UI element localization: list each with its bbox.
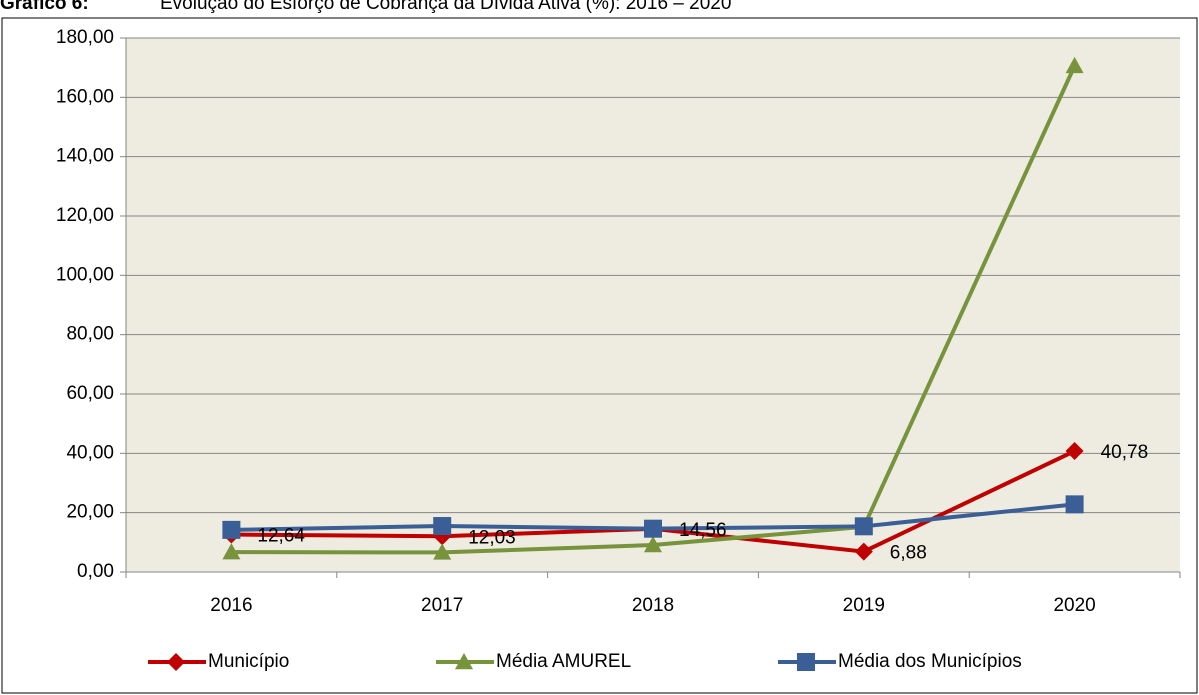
data-label: 40,78: [1101, 442, 1149, 463]
marker: [644, 519, 662, 538]
marker: [433, 543, 452, 560]
data-label: 12,03: [468, 527, 516, 548]
y-tick-label: 80,00: [66, 324, 114, 345]
marker: [1065, 442, 1084, 461]
x-tick-label: 2019: [843, 595, 885, 616]
marker: [167, 653, 185, 671]
marker: [1065, 56, 1084, 74]
marker: [797, 653, 815, 671]
marker: [854, 542, 873, 561]
plot-area: [126, 38, 1180, 572]
y-tick-label: 20,00: [66, 502, 114, 523]
chart-subtitle: Evolução do Esforço de Cobrança da Dívid…: [160, 0, 731, 14]
x-tick-label: 2020: [1053, 595, 1095, 616]
marker: [854, 517, 873, 536]
y-tick-label: 180,00: [56, 27, 114, 48]
marker: [222, 543, 241, 560]
x-tick-label: 2017: [421, 595, 463, 616]
marker: [433, 517, 452, 536]
legend-label: Média dos Municípios: [838, 651, 1022, 672]
data-label: 14,56: [679, 520, 727, 541]
marker: [222, 520, 241, 539]
x-tick-label: 2018: [632, 595, 674, 616]
marker: [455, 653, 473, 670]
data-label: 12,64: [257, 526, 305, 547]
y-tick-label: 100,00: [56, 264, 114, 285]
y-tick-label: 0,00: [77, 561, 114, 582]
y-tick-label: 40,00: [66, 442, 114, 463]
y-tick-label: 160,00: [56, 86, 114, 107]
x-tick-label: 2016: [210, 595, 252, 616]
legend-label: Município: [208, 651, 289, 672]
y-tick-label: 60,00: [66, 383, 114, 404]
y-tick-label: 140,00: [56, 146, 114, 167]
data-label: 6,88: [890, 543, 927, 564]
marker: [644, 536, 662, 553]
marker: [1065, 495, 1084, 514]
y-tick-label: 120,00: [56, 205, 114, 226]
legend-label: Média AMUREL: [496, 651, 631, 672]
chart-title: Gráfico 6:: [0, 0, 89, 14]
